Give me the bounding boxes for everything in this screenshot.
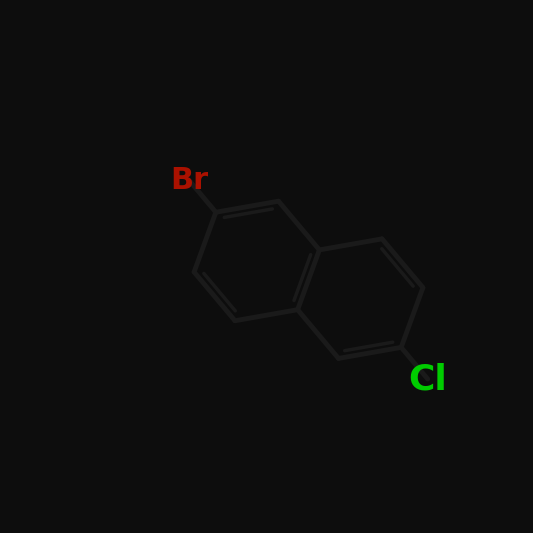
Text: Br: Br bbox=[170, 166, 208, 195]
Text: Cl: Cl bbox=[408, 362, 447, 396]
